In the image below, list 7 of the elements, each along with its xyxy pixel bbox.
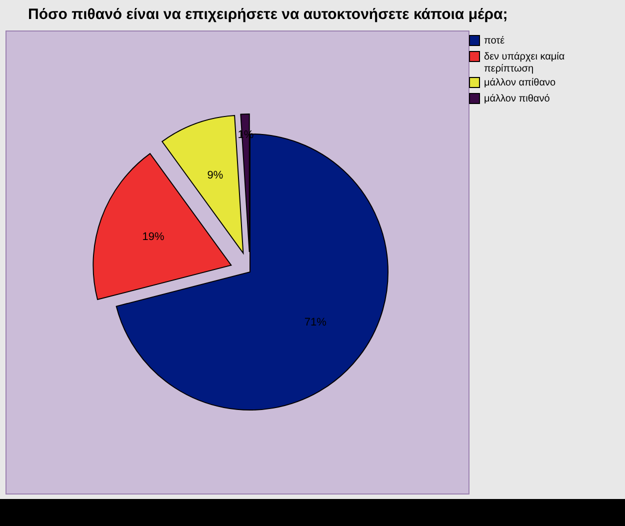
data-label: 19% [142, 231, 164, 244]
legend-label: μάλλον απίθανο [484, 78, 556, 88]
data-label: 71% [304, 316, 327, 329]
data-label: 9% [207, 169, 224, 182]
legend-label: μάλλον πιθανό [484, 94, 550, 104]
chart-title: Πόσο πιθανό είναι να επιχειρήσετε να αυτοκτονήσετε κάποια μέρα; [28, 6, 508, 23]
legend-label: ποτέ [484, 36, 506, 46]
